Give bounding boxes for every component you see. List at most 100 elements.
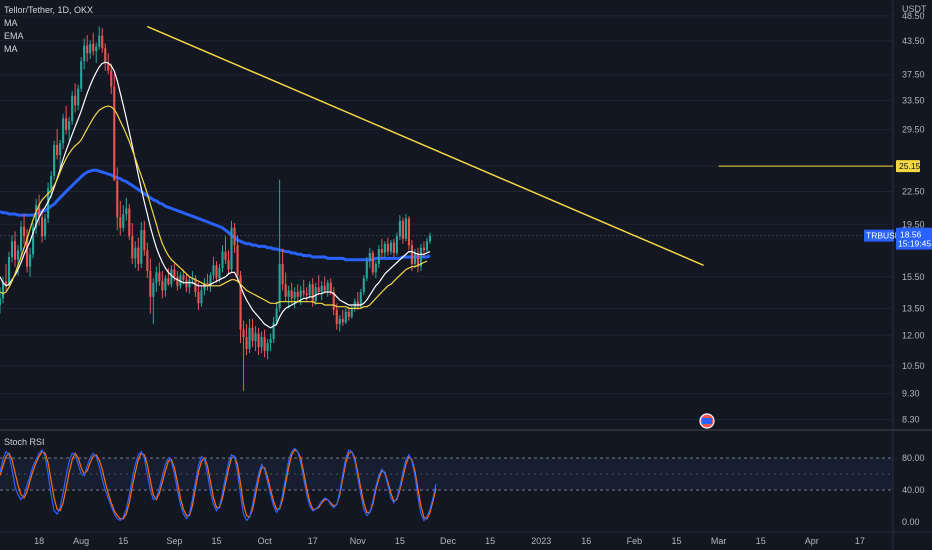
candle-body: [35, 205, 38, 228]
candle-body: [47, 188, 50, 219]
indicator-ma-2[interactable]: MA: [4, 44, 18, 54]
candle-body: [362, 278, 365, 293]
symbol-tag-text: TRBUSDT: [866, 231, 906, 241]
candle-body: [425, 241, 429, 251]
candle-body: [89, 43, 92, 54]
candle-body: [173, 269, 176, 277]
chart-legend: Tellor/Tether, 1D, OKX MA EMA MA: [4, 4, 93, 56]
candle-body: [161, 281, 164, 291]
candle-body: [278, 263, 281, 309]
time-tick-label: 15: [395, 536, 405, 546]
candle-body: [218, 268, 221, 279]
candle-body: [392, 242, 395, 253]
time-tick-label: 15: [672, 536, 682, 546]
time-tick-label: 16: [581, 536, 591, 546]
candle-body: [368, 252, 371, 262]
time-tick-label: 17: [308, 536, 318, 546]
last-price-text: 18.56: [900, 230, 922, 240]
candle-body: [29, 254, 32, 267]
time-tick-label: Aug: [73, 536, 89, 546]
candle-body: [167, 278, 170, 285]
candle-body: [332, 292, 335, 311]
candle-body: [212, 265, 215, 276]
candle-body: [248, 327, 251, 350]
ema-line: [0, 61, 431, 329]
candle-body: [383, 243, 386, 253]
candle-body: [41, 217, 44, 237]
candle-body: [152, 282, 155, 297]
candle-body: [13, 241, 17, 260]
candle-body: [284, 284, 287, 297]
trendline-path: [147, 25, 704, 266]
currency-label: USDT: [902, 4, 927, 14]
price-tick-label: 12.00: [902, 330, 925, 340]
candle-body: [65, 118, 68, 130]
stoch-rsi-label[interactable]: Stoch RSI: [4, 437, 45, 447]
time-tick-label: Dec: [440, 536, 457, 546]
candle-body: [107, 63, 110, 71]
candle-body: [320, 285, 323, 293]
time-tick-label: 2023: [531, 536, 551, 546]
candle-body: [257, 333, 260, 348]
candle-body: [269, 339, 272, 344]
candle-body: [164, 278, 167, 291]
candle-body: [200, 290, 203, 304]
candle-body: [134, 247, 137, 259]
candle-body: [95, 46, 98, 52]
last-price-tag-bg: [896, 227, 932, 250]
candle-body: [413, 252, 416, 264]
candle-body: [122, 213, 125, 228]
indicator-ema[interactable]: EMA: [4, 31, 24, 41]
candle-body: [365, 261, 368, 279]
price-tick-label: 43.50: [902, 36, 925, 46]
candle-body: [131, 236, 134, 259]
candle-body: [335, 310, 338, 325]
candle-body: [71, 95, 74, 122]
candle-body: [230, 227, 233, 270]
price-tick-label: 29.50: [902, 125, 925, 135]
time-tick-label: 15: [485, 536, 495, 546]
ma-slow-line: [0, 168, 431, 262]
stoch-rsi-pane: 80.00 40.00 0.00: [0, 447, 925, 527]
candle-body: [422, 247, 426, 251]
stoch-axis-label: 0.00: [902, 517, 920, 527]
candle-body: [158, 272, 161, 282]
candle-body: [56, 144, 59, 156]
candle-body: [185, 279, 188, 288]
candle-body: [305, 293, 308, 296]
candle-body: [419, 247, 422, 267]
candle-body: [16, 250, 20, 260]
candle-body: [74, 95, 77, 106]
candle-body: [0, 298, 2, 305]
indicator-ma[interactable]: MA: [4, 18, 18, 28]
candle-body: [377, 249, 380, 264]
candle-body: [143, 230, 146, 251]
candle-body: [44, 218, 47, 237]
candle-body: [7, 256, 11, 285]
candle-body: [101, 35, 104, 49]
time-axis[interactable]: 18 Aug 15 Sep 15 Oct 17 Nov 15 Dec 15 2023 16 Feb 15 Ma…: [34, 536, 865, 546]
candle-body: [182, 275, 185, 280]
candle-body: [203, 282, 206, 291]
time-tick-label: 17: [855, 536, 865, 546]
candle-body: [287, 290, 290, 297]
ma-path: [0, 105, 428, 309]
events-flag[interactable]: [699, 413, 715, 429]
price-tick-label: 19.50: [902, 219, 925, 229]
time-tick-label: 18: [34, 536, 44, 546]
candle-body: [191, 278, 194, 280]
candle-body: [290, 290, 293, 299]
stoch-axis-label: 40.00: [902, 485, 925, 495]
symbol-title[interactable]: Tellor/Tether, 1D, OKX: [4, 5, 94, 15]
candle-body: [407, 218, 410, 246]
candle-body: [146, 250, 149, 271]
candle-body: [59, 143, 62, 156]
symbol-tag-bg: [864, 229, 894, 242]
time-tick-label: Oct: [258, 536, 273, 546]
candle-body: [98, 35, 101, 47]
trendline[interactable]: [147, 25, 704, 266]
candle-body: [92, 43, 95, 52]
price-axis[interactable]: USDT48.5043.5037.5033.5029.5022.5019.501…: [902, 4, 927, 425]
